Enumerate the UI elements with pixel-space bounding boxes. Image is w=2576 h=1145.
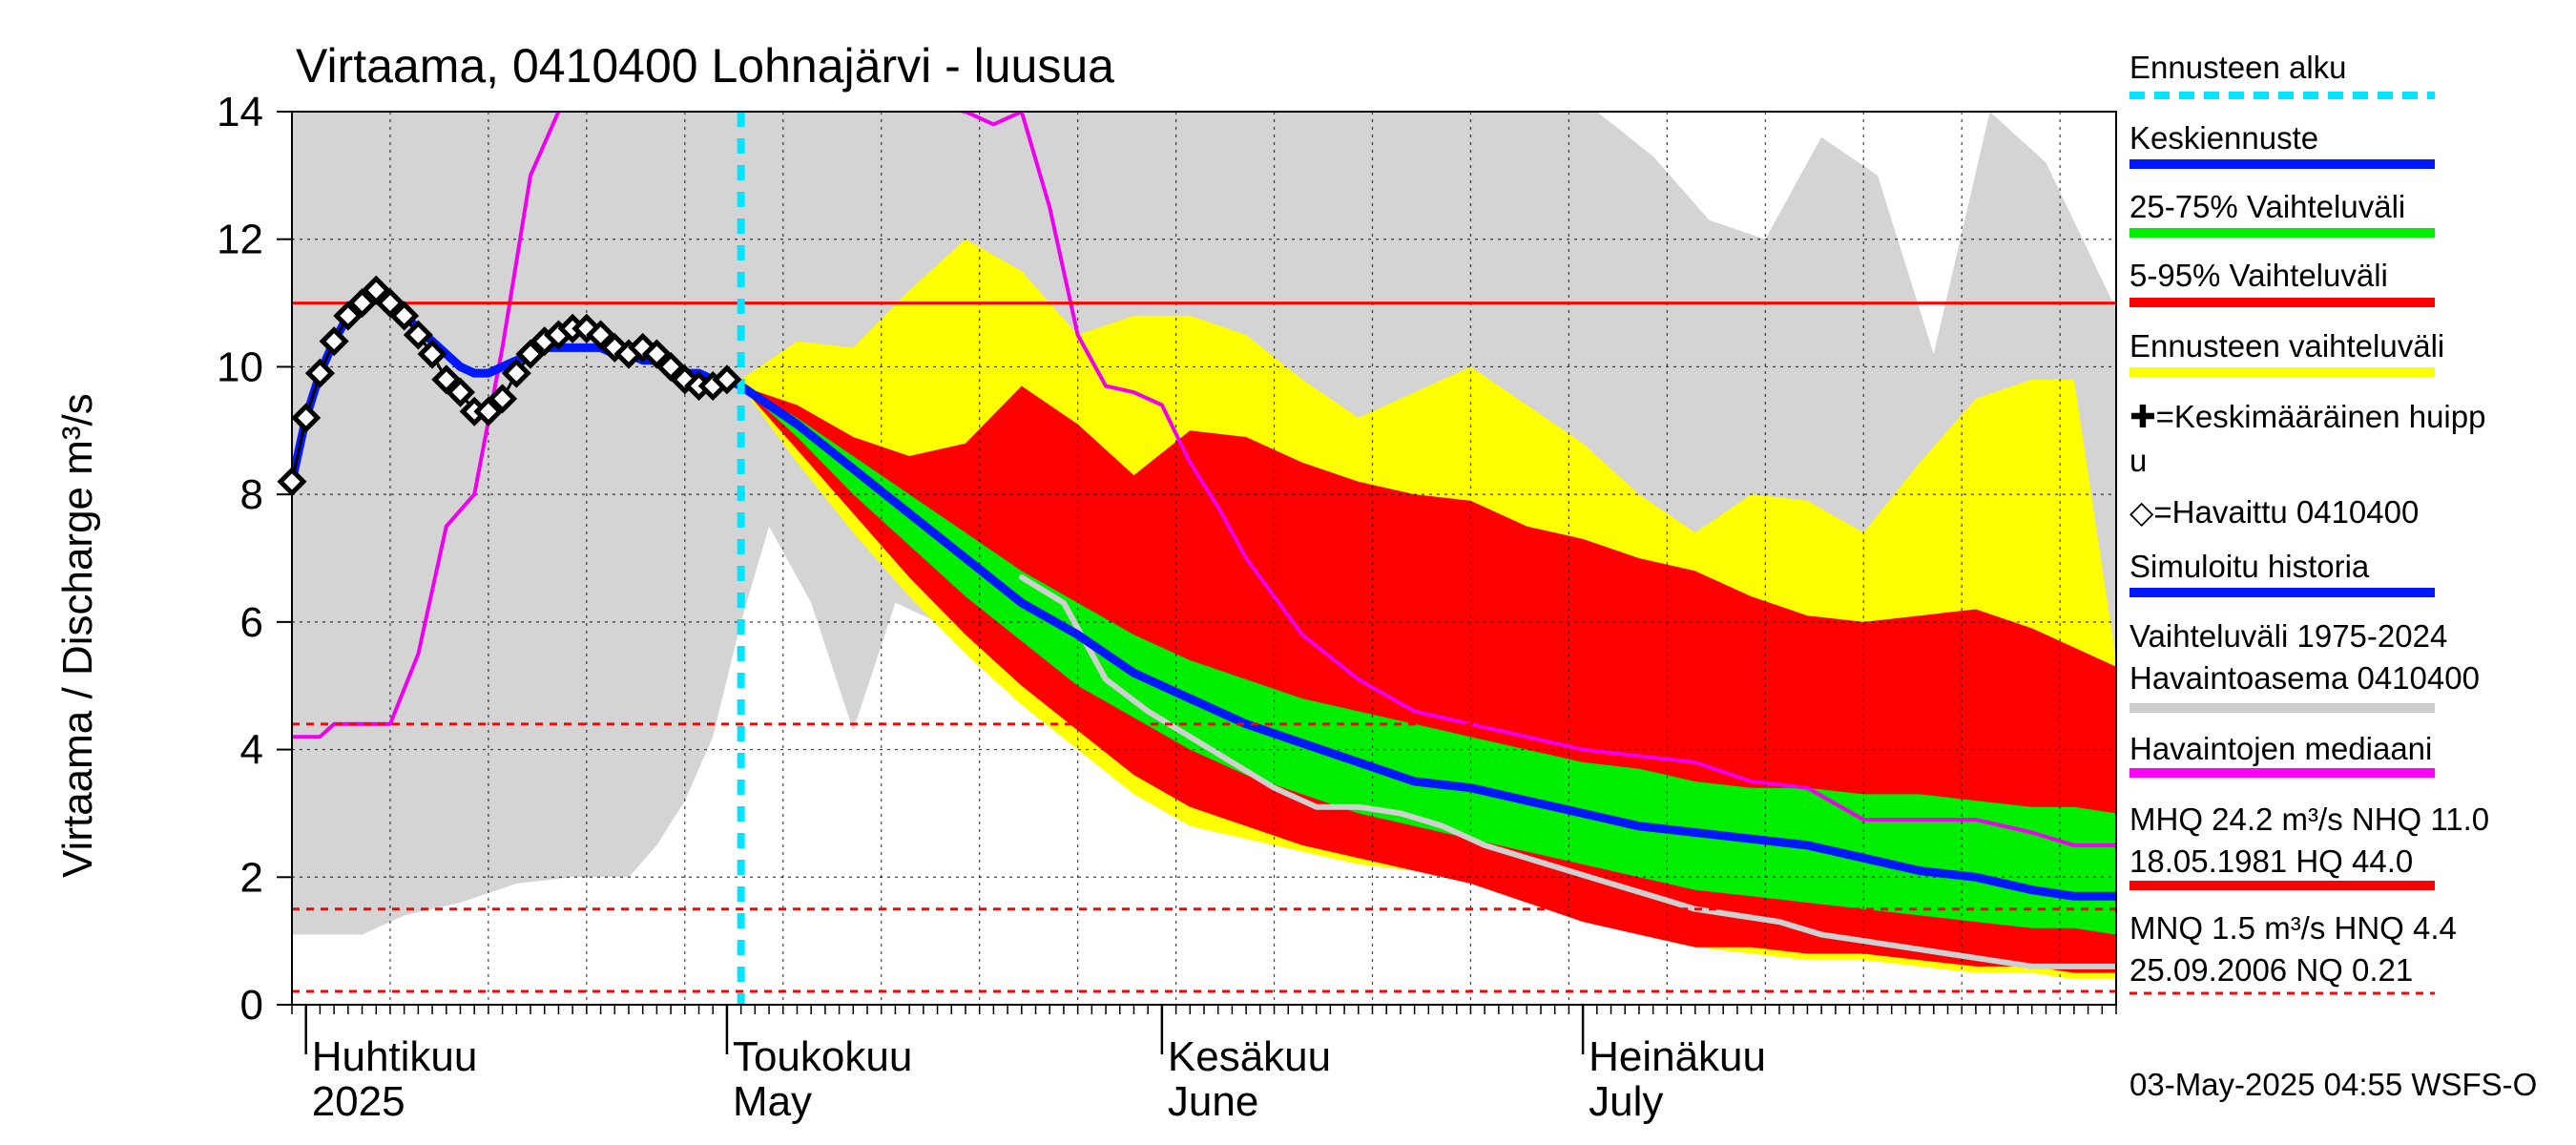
- legend: Ennusteen alku Keskiennuste 25-75% Vaihtel…: [2129, 50, 2489, 995]
- month-label-en: June: [1168, 1078, 1258, 1125]
- legend-label: MNQ 1.5 m³/s HNQ 4.4: [2129, 910, 2457, 946]
- legend-label: 5-95% Vaihteluväli: [2129, 258, 2388, 293]
- y-tick-label: 12: [217, 217, 263, 263]
- legend-label: Vaihteluväli 1975-2024: [2129, 618, 2447, 654]
- legend-label: ✚=Keskimääräinen huipp: [2129, 399, 2485, 434]
- month-label-en: July: [1589, 1078, 1663, 1125]
- observed-point: [586, 320, 616, 350]
- observed-point: [445, 377, 476, 407]
- y-tick-label: 14: [217, 89, 263, 135]
- legend-label: Ennusteen vaihteluväli: [2129, 328, 2444, 364]
- observed-point: [641, 339, 672, 369]
- observed-point: [501, 358, 531, 388]
- month-label-fi: Heinäkuu: [1589, 1033, 1766, 1080]
- observed-point: [515, 339, 546, 369]
- y-tick-label: 2: [240, 854, 263, 901]
- legend-label: Simuloitu historia: [2129, 549, 2370, 584]
- observed-point: [431, 364, 462, 395]
- observed-point: [488, 384, 518, 414]
- legend-label: 25-75% Vaihteluväli: [2129, 189, 2405, 224]
- observed-point: [655, 351, 686, 382]
- observed-point: [417, 339, 447, 369]
- observed-point: [319, 326, 349, 357]
- month-label-en: May: [733, 1078, 812, 1125]
- chart-title: Virtaama, 0410400 Lohnajärvi - luusua: [296, 39, 1114, 93]
- month-label-fi: Huhtikuu: [312, 1033, 478, 1080]
- y-tick-label: 6: [240, 599, 263, 646]
- observed-point: [375, 288, 405, 319]
- month-label-fi: Toukokuu: [733, 1033, 912, 1080]
- legend-label-2: Havaintoasema 0410400: [2129, 660, 2480, 696]
- footer-timestamp: 03-May-2025 04:55 WSFS-O: [2129, 1067, 2537, 1102]
- y-axis-label: Virtaama / Discharge m³/s: [54, 393, 101, 878]
- observed-point: [347, 288, 378, 319]
- series-havaintojen-mediaani: [292, 112, 2116, 847]
- y-tick-label: 4: [240, 727, 263, 774]
- observed-point: [333, 301, 364, 331]
- observed-point: [361, 275, 391, 305]
- observed-point: [389, 301, 420, 331]
- legend-label-2: 18.05.1981 HQ 44.0: [2129, 843, 2413, 879]
- legend-label: ◇=Havaittu 0410400: [2129, 494, 2419, 530]
- month-label-en: 2025: [312, 1078, 405, 1125]
- legend-label: Havaintojen mediaani: [2129, 731, 2432, 766]
- band-2: [740, 385, 2116, 935]
- legend-label-2: 25.09.2006 NQ 0.21: [2129, 952, 2413, 988]
- legend-label: MHQ 24.2 m³/s NHQ 11.0: [2129, 802, 2489, 837]
- legend-label: Ennusteen alku: [2129, 50, 2347, 85]
- observed-point: [712, 364, 742, 395]
- legend-label: Keskiennuste: [2129, 120, 2318, 156]
- y-tick-label: 10: [217, 344, 263, 390]
- observed-point: [304, 358, 335, 388]
- y-tick-label: 8: [240, 471, 263, 518]
- month-label-fi: Kesäkuu: [1168, 1033, 1331, 1080]
- observed-point: [277, 467, 307, 497]
- legend-label-2: u: [2129, 443, 2147, 478]
- observed-point: [473, 396, 504, 427]
- series-simuloitu-historia-low: [1018, 574, 2116, 969]
- observed-point: [403, 320, 433, 350]
- y-tick-label: 0: [240, 982, 263, 1029]
- observed-point: [291, 403, 322, 433]
